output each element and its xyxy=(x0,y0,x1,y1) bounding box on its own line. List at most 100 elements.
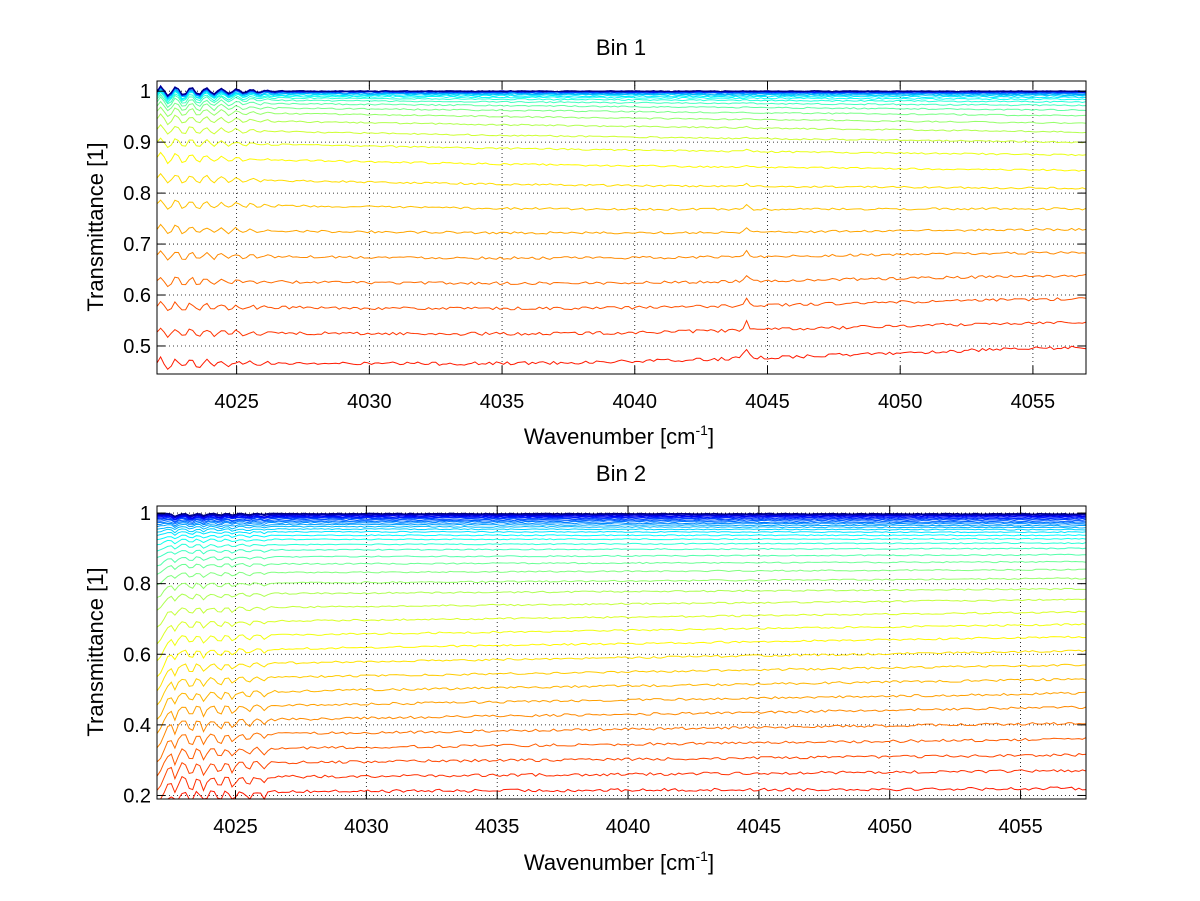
subplot-1-xlabel: Wavenumber [cm-1] xyxy=(524,422,714,449)
x-tick-label: 4055 xyxy=(1011,391,1056,413)
x-tick-label: 4040 xyxy=(613,391,658,413)
series-line xyxy=(156,86,1087,97)
subplot-2-series xyxy=(156,512,1087,801)
subplot-2-xlabel-main: Wavenumber [cm xyxy=(524,850,696,875)
subplot-1-title: Bin 1 xyxy=(596,35,646,60)
x-tick-label: 4025 xyxy=(213,816,258,838)
x-tick-label: 4050 xyxy=(878,391,923,413)
series-line xyxy=(156,96,1087,112)
subplot-1-y-ticks: 0.5 0.6 0.7 0.8 0.9 1 xyxy=(123,81,1086,358)
series-line xyxy=(156,516,1086,521)
series-line xyxy=(156,553,1086,567)
y-tick-label: 0.7 xyxy=(123,234,151,256)
x-tick-label: 4040 xyxy=(606,816,651,838)
subplot-1-axes-box xyxy=(156,80,1087,375)
series-line xyxy=(156,523,1086,529)
x-tick-label: 4055 xyxy=(998,816,1043,838)
subplot-bin-1: Bin 1 4025 4030 4035 4040 4045 4050 4055 0.5 0.… xyxy=(83,35,1087,449)
series-line xyxy=(156,90,1087,102)
series-line xyxy=(156,520,1087,525)
series-line xyxy=(156,172,1087,190)
subplot-1-xlabel-suffix: ] xyxy=(708,424,714,449)
subplot-2-x-ticks: 4025 4030 4035 4040 4045 4050 4055 xyxy=(213,506,1043,838)
subplot-2-ylabel: Transmittance [1] xyxy=(83,567,108,736)
series-line xyxy=(156,124,1087,144)
series-line xyxy=(156,297,1087,312)
series-line xyxy=(156,273,1087,288)
subplot-1-xlabel-main: Wavenumber [cm xyxy=(524,424,696,449)
y-tick-label: 0.9 xyxy=(123,132,151,154)
series-line xyxy=(156,137,1087,157)
x-tick-label: 4035 xyxy=(480,391,525,413)
subplot-2-title: Bin 2 xyxy=(596,461,646,486)
series-line xyxy=(156,587,1086,611)
series-line xyxy=(156,113,1087,134)
y-tick-label: 1 xyxy=(140,81,151,103)
series-line xyxy=(156,93,1087,107)
series-line xyxy=(157,517,1087,523)
series-line xyxy=(156,199,1087,211)
series-line xyxy=(156,518,1087,524)
series-line xyxy=(156,530,1087,536)
subplot-2-xlabel-superscript: -1 xyxy=(696,848,709,864)
series-line xyxy=(156,610,1087,645)
series-line xyxy=(157,769,1087,800)
series-line xyxy=(156,537,1087,546)
series-line xyxy=(156,598,1087,628)
series-line xyxy=(156,722,1087,763)
series-line xyxy=(156,691,1087,734)
y-tick-label: 1 xyxy=(140,503,151,525)
series-line xyxy=(156,737,1087,777)
subplot-2-axes-box xyxy=(156,505,1087,800)
subplot-bin-2: Bin 2 4025 4030 4035 4040 4045 4050 4055 0.2 0.… xyxy=(83,461,1087,875)
series-line xyxy=(156,516,1087,521)
y-tick-label: 0.8 xyxy=(123,574,151,596)
x-tick-label: 4050 xyxy=(867,816,912,838)
subplot-1-xlabel-superscript: -1 xyxy=(696,422,709,438)
series-line xyxy=(156,547,1087,558)
series-line xyxy=(156,223,1087,235)
y-tick-label: 0.6 xyxy=(123,644,151,666)
series-line xyxy=(156,151,1087,172)
series-line xyxy=(156,542,1087,552)
series-line xyxy=(156,560,1087,575)
series-line xyxy=(156,525,1087,530)
series-line xyxy=(156,89,1087,100)
series-line xyxy=(156,623,1087,662)
x-tick-label: 4030 xyxy=(344,816,389,838)
series-line xyxy=(156,568,1087,586)
series-line xyxy=(156,249,1087,261)
series-line xyxy=(156,521,1087,527)
series-line xyxy=(156,677,1087,720)
series-line xyxy=(156,705,1087,749)
y-tick-label: 0.8 xyxy=(123,183,151,205)
series-line xyxy=(156,577,1087,599)
x-tick-label: 4025 xyxy=(214,391,259,413)
x-tick-label: 4035 xyxy=(475,816,520,838)
x-tick-label: 4045 xyxy=(737,816,782,838)
y-tick-label: 0.2 xyxy=(123,785,151,807)
series-line xyxy=(157,512,1087,517)
series-line xyxy=(156,663,1087,706)
x-tick-label: 4045 xyxy=(745,391,790,413)
subplot-2-xlabel: Wavenumber [cm-1] xyxy=(524,848,714,875)
series-line xyxy=(156,91,1087,104)
series-line xyxy=(156,534,1086,541)
subplot-1-x-ticks: 4025 4030 4035 4040 4045 4050 4055 xyxy=(214,81,1055,413)
series-line xyxy=(156,753,1087,791)
series-line xyxy=(156,635,1087,678)
subplot-1-series xyxy=(156,84,1087,371)
x-tick-label: 4030 xyxy=(347,391,392,413)
y-tick-label: 0.5 xyxy=(123,336,151,358)
series-line xyxy=(156,649,1087,692)
subplot-2-xlabel-suffix: ] xyxy=(708,850,714,875)
series-line xyxy=(156,88,1087,99)
series-line xyxy=(156,106,1087,125)
series-line xyxy=(156,100,1087,117)
y-tick-label: 0.4 xyxy=(123,715,151,737)
series-line xyxy=(156,528,1087,534)
series-line xyxy=(157,786,1087,801)
series-line xyxy=(156,345,1087,371)
series-line xyxy=(156,319,1087,339)
